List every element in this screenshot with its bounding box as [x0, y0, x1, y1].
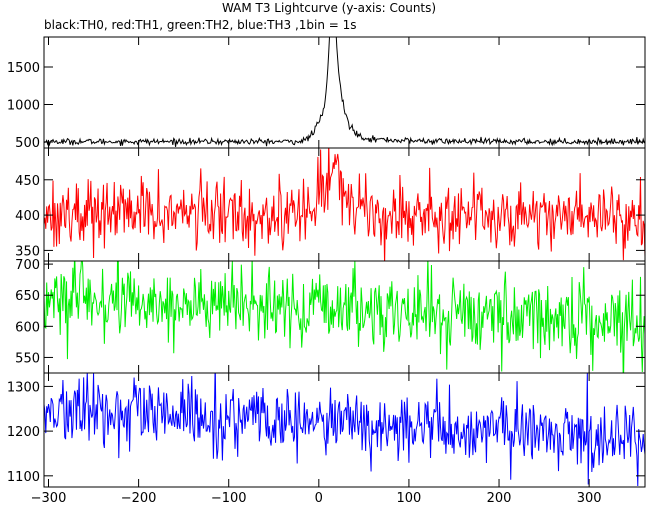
series-line-TH3: [44, 373, 645, 486]
x-tick-label-6: 300: [577, 491, 602, 505]
y-tick-label-TH3-2: 1300: [7, 380, 40, 395]
y-tick-label-TH2-2: 650: [15, 289, 40, 304]
series-line-TH2: [44, 261, 645, 373]
chart-subtitle: black:TH0, red:TH1, green:TH2, blue:TH3 …: [44, 18, 357, 32]
y-tick-label-TH0-2: 1500: [7, 61, 40, 76]
y-tick-label-TH0-1: 1000: [7, 99, 40, 114]
y-tick-label-TH3-1: 1200: [7, 425, 40, 440]
y-tick-label-TH1-0: 350: [15, 244, 40, 259]
x-tick-label-0: −300: [31, 491, 67, 505]
panel-frame-TH1: [43, 147, 646, 262]
x-tick-label-3: 0: [315, 491, 323, 505]
x-tick-label-2: −100: [211, 491, 247, 505]
panels: 5001000150035040045055060065070011001200…: [7, 36, 646, 505]
series-line-TH0: [44, 37, 645, 147]
y-tick-label-TH2-3: 700: [15, 258, 40, 273]
y-tick-label-TH2-0: 550: [15, 351, 40, 366]
chart-title: WAM T3 Lightcurve (y-axis: Counts): [222, 1, 436, 15]
y-tick-label-TH2-1: 600: [15, 320, 40, 335]
y-tick-label-TH0-0: 500: [15, 136, 40, 151]
series-line-TH1: [44, 148, 645, 261]
y-tick-label-TH3-0: 1100: [7, 470, 40, 485]
panel-frame-TH0: [43, 36, 646, 149]
y-tick-label-TH1-2: 450: [15, 174, 40, 189]
x-tick-label-4: 100: [397, 491, 422, 505]
x-tick-label-5: 200: [487, 491, 512, 505]
x-tick-label-1: −200: [121, 491, 157, 505]
panel-frame-TH3: [43, 372, 646, 488]
y-tick-label-TH1-1: 400: [15, 209, 40, 224]
